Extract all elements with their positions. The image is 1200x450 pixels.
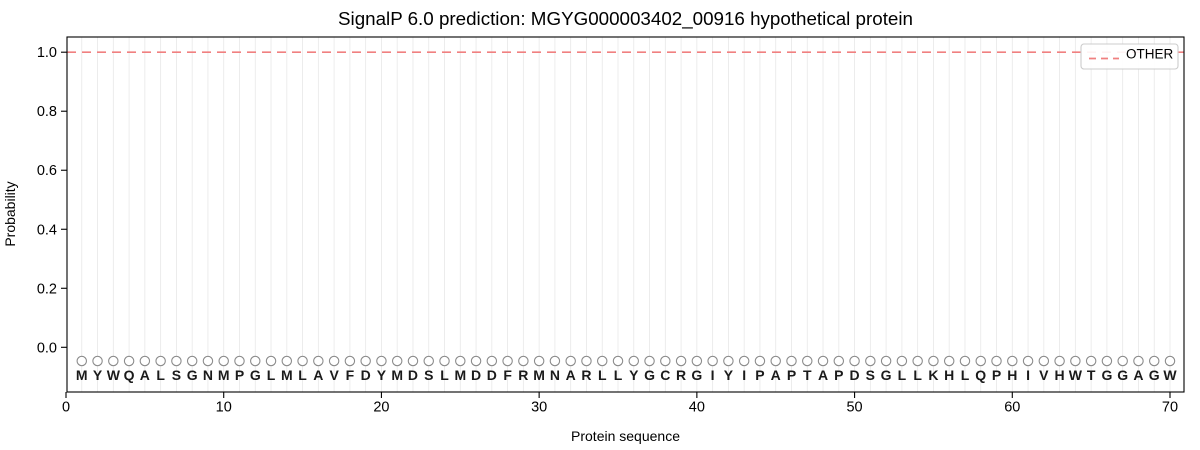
svg-text:10: 10	[216, 400, 232, 416]
svg-text:G: G	[644, 367, 655, 383]
svg-text:W: W	[1163, 367, 1177, 383]
svg-text:R: R	[676, 367, 686, 383]
svg-text:S: S	[172, 367, 181, 383]
svg-text:G: G	[1149, 367, 1160, 383]
svg-text:M: M	[218, 367, 230, 383]
svg-text:0.8: 0.8	[37, 104, 57, 120]
svg-text:M: M	[391, 367, 403, 383]
svg-text:C: C	[660, 367, 670, 383]
svg-text:H: H	[1055, 367, 1065, 383]
svg-text:W: W	[107, 367, 121, 383]
svg-text:D: D	[850, 367, 860, 383]
svg-text:0.6: 0.6	[37, 163, 57, 179]
svg-text:G: G	[250, 367, 261, 383]
svg-text:A: A	[566, 367, 576, 383]
svg-text:M: M	[533, 367, 545, 383]
svg-text:A: A	[313, 367, 323, 383]
svg-text:L: L	[598, 367, 607, 383]
svg-text:A: A	[140, 367, 150, 383]
svg-text:1.0: 1.0	[37, 45, 57, 61]
svg-text:M: M	[281, 367, 293, 383]
svg-text:20: 20	[373, 400, 389, 416]
svg-text:S: S	[424, 367, 433, 383]
svg-text:M: M	[454, 367, 466, 383]
svg-text:P: P	[235, 367, 244, 383]
svg-text:L: L	[298, 367, 307, 383]
svg-text:Y: Y	[629, 367, 639, 383]
svg-text:R: R	[581, 367, 591, 383]
svg-text:N: N	[550, 367, 560, 383]
svg-text:A: A	[771, 367, 781, 383]
svg-text:50: 50	[846, 400, 862, 416]
svg-text:70: 70	[1162, 400, 1178, 416]
svg-text:D: D	[471, 367, 481, 383]
svg-text:Y: Y	[724, 367, 734, 383]
svg-text:40: 40	[689, 400, 705, 416]
svg-text:P: P	[755, 367, 764, 383]
svg-text:H: H	[1007, 367, 1017, 383]
svg-text:Q: Q	[975, 367, 986, 383]
svg-text:R: R	[518, 367, 528, 383]
svg-text:0.0: 0.0	[37, 340, 57, 356]
svg-text:P: P	[834, 367, 843, 383]
svg-text:T: T	[803, 367, 812, 383]
svg-text:D: D	[361, 367, 371, 383]
svg-text:H: H	[944, 367, 954, 383]
svg-text:L: L	[898, 367, 907, 383]
svg-text:Y: Y	[93, 367, 103, 383]
svg-text:D: D	[487, 367, 497, 383]
svg-text:S: S	[866, 367, 875, 383]
svg-text:G: G	[691, 367, 702, 383]
svg-text:D: D	[408, 367, 418, 383]
svg-text:W: W	[1069, 367, 1083, 383]
svg-text:Y: Y	[377, 367, 387, 383]
svg-text:G: G	[1117, 367, 1128, 383]
svg-text:P: P	[787, 367, 796, 383]
svg-text:L: L	[440, 367, 449, 383]
svg-text:F: F	[346, 367, 355, 383]
svg-text:0: 0	[62, 400, 70, 416]
svg-text:N: N	[203, 367, 213, 383]
svg-text:G: G	[1101, 367, 1112, 383]
svg-text:A: A	[1133, 367, 1143, 383]
svg-text:V: V	[1039, 367, 1049, 383]
svg-text:V: V	[329, 367, 339, 383]
svg-text:K: K	[928, 367, 938, 383]
svg-text:L: L	[614, 367, 623, 383]
svg-text:G: G	[881, 367, 892, 383]
svg-text:60: 60	[1004, 400, 1020, 416]
svg-text:L: L	[267, 367, 276, 383]
svg-text:Q: Q	[124, 367, 135, 383]
svg-text:P: P	[992, 367, 1001, 383]
svg-text:I: I	[711, 367, 715, 383]
svg-text:L: L	[913, 367, 922, 383]
svg-text:0.4: 0.4	[37, 222, 57, 238]
svg-text:I: I	[742, 367, 746, 383]
svg-text:A: A	[818, 367, 828, 383]
svg-text:M: M	[76, 367, 88, 383]
svg-text:F: F	[503, 367, 512, 383]
svg-text:30: 30	[531, 400, 547, 416]
svg-text:I: I	[1026, 367, 1030, 383]
svg-text:L: L	[156, 367, 165, 383]
svg-text:T: T	[1087, 367, 1096, 383]
svg-text:0.2: 0.2	[37, 281, 57, 297]
svg-text:G: G	[187, 367, 198, 383]
svg-text:L: L	[961, 367, 970, 383]
svg-text:OTHER: OTHER	[1126, 47, 1174, 62]
